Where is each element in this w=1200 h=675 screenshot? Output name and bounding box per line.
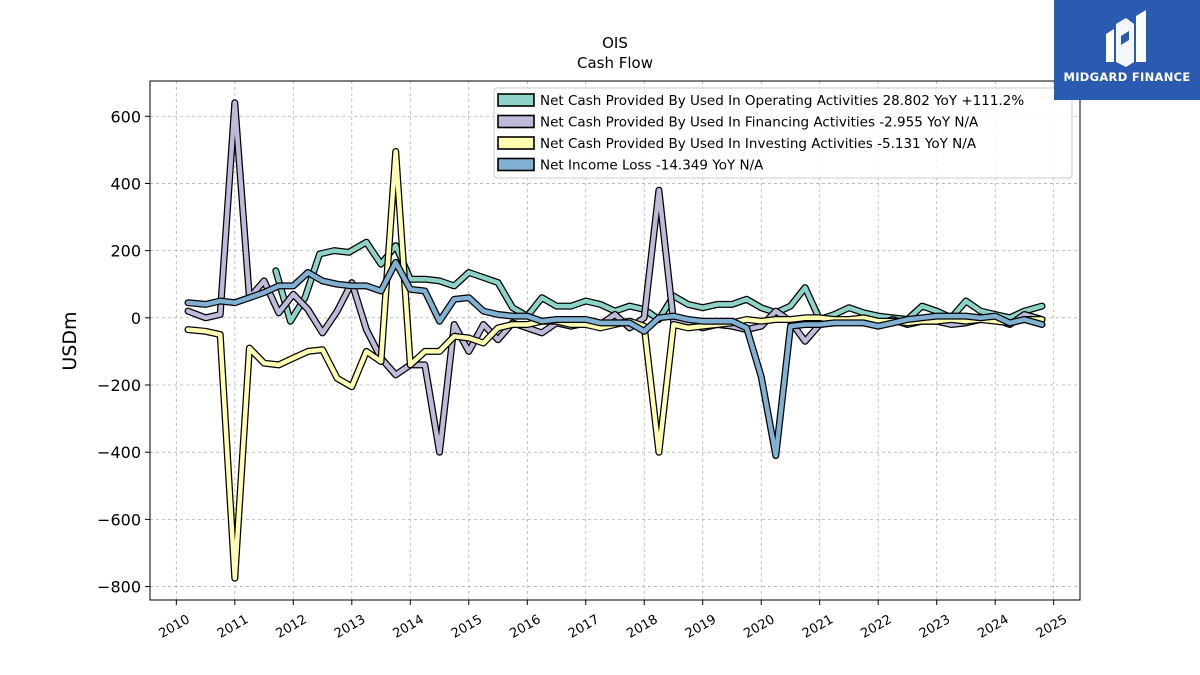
y-tick-label: 600 bbox=[110, 107, 141, 126]
x-axis-ticks: 2010 2011 2012 2013 2014 2015 2016 2017 2018 2019… bbox=[156, 600, 1070, 642]
x-tick-label: 2025 bbox=[1034, 612, 1070, 642]
y-axis-ticks: −800 −600 −400 −200 0 200 400 600 bbox=[97, 107, 150, 597]
plot-frame bbox=[149, 80, 1081, 601]
x-tick-label: 2011 bbox=[215, 612, 251, 642]
series-line-outline bbox=[184, 258, 1046, 460]
chart-title: OIS bbox=[602, 34, 628, 52]
midgard-logo-icon bbox=[1106, 10, 1146, 67]
y-tick-label: −800 bbox=[97, 578, 141, 597]
y-tick-label: −400 bbox=[97, 443, 141, 462]
x-tick-label: 2016 bbox=[507, 612, 543, 642]
x-tick-label: 2018 bbox=[624, 612, 660, 642]
x-tick-label: 2015 bbox=[449, 612, 485, 642]
series-line bbox=[185, 260, 1045, 458]
x-tick-label: 2017 bbox=[566, 612, 602, 642]
x-tick-label: 2024 bbox=[975, 612, 1011, 642]
y-tick-label: −200 bbox=[97, 376, 141, 395]
chart-subtitle: Cash Flow bbox=[577, 54, 653, 72]
brand-name: MIDGARD FINANCE bbox=[1063, 70, 1191, 84]
y-tick-label: 0 bbox=[131, 309, 141, 328]
x-tick-label: 2012 bbox=[273, 612, 309, 642]
legend-swatch bbox=[497, 114, 535, 129]
legend-swatch bbox=[497, 136, 535, 150]
x-tick-label: 2020 bbox=[741, 612, 777, 642]
y-tick-label: 400 bbox=[110, 174, 141, 193]
x-tick-label: 2022 bbox=[858, 612, 894, 642]
legend-label: Net Income Loss -14.349 YoY N/A bbox=[540, 158, 764, 174]
x-tick-label: 2010 bbox=[156, 612, 192, 642]
x-tick-label: 2023 bbox=[917, 612, 953, 642]
series-lines bbox=[184, 99, 1046, 582]
x-tick-label: 2013 bbox=[332, 612, 368, 642]
x-tick-label: 2014 bbox=[390, 612, 426, 642]
y-tick-label: 200 bbox=[110, 242, 141, 261]
legend-label: Net Cash Provided By Used In Operating A… bbox=[540, 93, 1024, 109]
legend-swatch bbox=[497, 157, 535, 172]
legend-label: Net Cash Provided By Used In Investing A… bbox=[540, 136, 977, 152]
legend-label: Net Cash Provided By Used In Financing A… bbox=[540, 115, 979, 131]
x-tick-label: 2021 bbox=[800, 612, 836, 642]
legend-box bbox=[493, 87, 1073, 179]
y-axis-label: USDm bbox=[59, 311, 81, 370]
series-line bbox=[185, 149, 1045, 581]
brand-logo: MIDGARD FINANCE bbox=[1054, 0, 1200, 100]
y-tick-label: −600 bbox=[97, 510, 141, 529]
legend-swatch bbox=[497, 93, 535, 107]
x-tick-label: 2019 bbox=[683, 612, 719, 642]
chart-legend: Net Cash Provided By Used In Operating A… bbox=[493, 87, 1073, 179]
series-line-outline bbox=[184, 148, 1046, 582]
